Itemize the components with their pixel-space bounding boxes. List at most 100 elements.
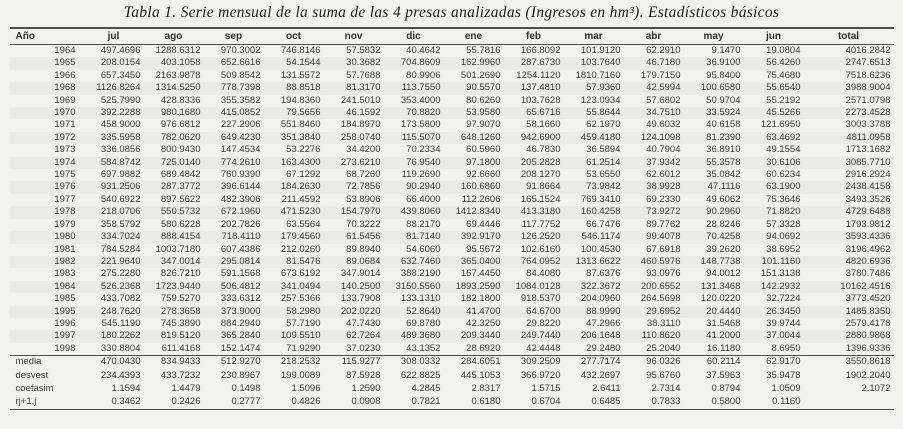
value-cell: 413.3180 <box>503 206 564 219</box>
value-cell: 649.4230 <box>203 131 264 145</box>
value-cell: 166.8092 <box>520 45 561 56</box>
value-cell: 2163.9878 <box>155 69 201 81</box>
value-cell: 70.8820 <box>383 107 444 120</box>
value-cell: 95.6760 <box>646 369 681 381</box>
value-cell: 69.2330 <box>646 193 681 205</box>
value-cell: 8.6950 <box>743 342 804 357</box>
year-cell: 1968 <box>9 82 84 95</box>
value-cell: 931.2506 <box>83 181 144 194</box>
value-cell: 202.7826 <box>220 218 261 230</box>
value-cell: 32.7224 <box>766 293 801 305</box>
value-cell: 1084.0128 <box>503 280 564 294</box>
value-cell: 140.2500 <box>323 280 384 294</box>
value-cell: 258.0740 <box>323 131 384 145</box>
value-cell: 55.3578 <box>683 156 744 170</box>
value-cell: 60.2114 <box>706 356 741 368</box>
value-cell: 611.4168 <box>143 342 204 357</box>
value-cell: 1313.6622 <box>563 255 624 269</box>
value-cell: 308.0332 <box>400 356 441 368</box>
value-cell: 204.0960 <box>580 293 621 305</box>
value-cell: 3085.7710 <box>803 156 894 170</box>
value-cell: 113.7550 <box>383 82 444 95</box>
value-cell: 2.6411 <box>592 383 621 395</box>
value-cell: 120.0220 <box>700 293 741 305</box>
value-cell: 784.5284 <box>100 243 141 255</box>
value-cell: 47.1116 <box>683 181 744 194</box>
value-cell: 73.9272 <box>623 206 684 219</box>
value-cell: 37.5963 <box>706 369 741 381</box>
value-cell: 1003.7180 <box>155 243 201 255</box>
value-cell: 3493.3526 <box>845 193 891 205</box>
value-cell: 68.7260 <box>346 169 381 181</box>
value-cell: 26.3450 <box>743 305 804 318</box>
value-cell: 545.1190 <box>101 317 141 329</box>
value-cell: 69.8780 <box>406 317 441 329</box>
value-cell: 1893.2590 <box>443 280 504 294</box>
value-cell: 60.5960 <box>466 144 501 156</box>
year-cell: 1965 <box>9 57 84 70</box>
value-cell: 1810.7160 <box>575 69 621 81</box>
value-cell: 501.2690 <box>460 69 501 81</box>
value-cell: 1.1594 <box>111 383 141 395</box>
value-cell: 278.3658 <box>143 305 204 318</box>
value-cell: 63.1900 <box>743 181 804 194</box>
value-cell: 97.1800 <box>443 156 504 170</box>
value-cell: 2273.4528 <box>803 107 894 120</box>
value-cell: 257.5366 <box>280 293 321 305</box>
value-cell: 3550.8618 <box>845 356 891 368</box>
value-cell: 212.0260 <box>280 243 321 255</box>
value-cell: 3196.4962 <box>845 243 891 255</box>
year-cell: 1978 <box>9 206 84 219</box>
value-cell: 173.5800 <box>400 119 441 131</box>
value-cell: 94.0012 <box>706 268 741 280</box>
value-cell: 57.7688 <box>346 69 381 81</box>
value-cell: 199.0089 <box>280 369 321 381</box>
value-cell: 1396.9336 <box>803 342 894 357</box>
value-cell: 584.8742 <box>83 156 144 170</box>
value-cell: 80.9906 <box>406 69 441 81</box>
column-header: total <box>803 27 894 45</box>
table-row: 1972 335.5958 782.0620 649.4230 351.3840 258.… <box>9 131 894 145</box>
value-cell: 202.0220 <box>323 305 384 318</box>
value-cell: 208.0154 <box>83 57 144 70</box>
value-cell: 34.7510 <box>623 107 684 120</box>
value-cell: 273.6210 <box>323 156 384 170</box>
value-cell: 834.9433 <box>160 356 201 368</box>
table-row: 1965 208.0154 403.1058 652.6616 54.1544 30.36… <box>9 57 894 70</box>
value-cell: 42.3250 <box>466 317 501 329</box>
value-cell: 746.8146 <box>280 45 321 56</box>
value-cell: 142.2932 <box>743 280 804 294</box>
value-cell: 93.0976 <box>646 268 681 280</box>
value-cell: 52.8640 <box>383 305 444 318</box>
value-cell: 697.9882 <box>100 169 141 181</box>
value-cell: 4811.0958 <box>803 131 894 145</box>
value-cell: 4016.2842 <box>845 45 891 56</box>
value-cell <box>803 396 894 411</box>
value-cell: 0.8794 <box>711 383 741 395</box>
value-cell: 95.8400 <box>706 69 741 81</box>
value-cell: 45.5266 <box>743 107 804 120</box>
value-cell: 79.5656 <box>263 107 324 120</box>
value-cell: 115.9277 <box>341 356 381 368</box>
table-row: 1976 931.2506 287.3772 396.6144 184.2630 72.7… <box>9 181 894 194</box>
column-header: sep <box>203 27 264 45</box>
value-cell: 29.2480 <box>563 342 624 357</box>
value-cell: 182.1800 <box>460 293 501 305</box>
value-cell: 353.4000 <box>400 94 441 106</box>
value-cell: 942.6900 <box>503 131 564 145</box>
value-cell: 1485.8350 <box>803 305 894 318</box>
value-cell: 355.3582 <box>220 94 261 106</box>
value-cell: 147.4534 <box>220 144 261 156</box>
value-cell: 58.1660 <box>526 119 561 131</box>
table-row: 1973 336.0856 800.9430 147.4534 53.2276 34.42… <box>10 144 894 156</box>
value-cell: 2747.6513 <box>803 57 894 70</box>
value-cell: 184.2630 <box>263 181 324 194</box>
value-cell: 218.2532 <box>280 356 321 368</box>
value-cell: 40.6158 <box>706 119 741 131</box>
value-cell: 2880.9868 <box>803 330 894 343</box>
value-cell: 112.2606 <box>461 193 501 205</box>
value-cell: 38.3110 <box>646 317 681 329</box>
value-cell: 506.4812 <box>203 280 264 294</box>
year-cell: 1995 <box>9 305 84 318</box>
value-cell: 460.5976 <box>623 255 684 269</box>
